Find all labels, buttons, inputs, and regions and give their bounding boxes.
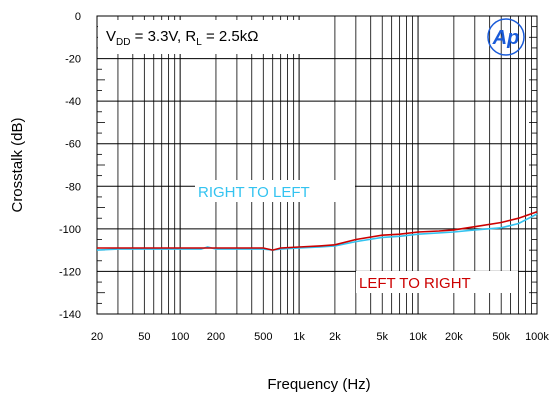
vdd-subscript: DD [116,37,130,48]
conditions-label: VDD = 3.3V, RL = 2.5kΩ [106,28,258,48]
x-tick-label: 5k [376,331,388,343]
rl-value: = 2.5kΩ [202,28,259,45]
x-tick-label: 200 [207,331,225,343]
rl-subscript: L [196,37,202,48]
x-tick-label: 20k [445,331,463,343]
annotation-right-to-left: RIGHT TO LEFT [198,184,310,201]
series-line-left-to-right [97,211,538,251]
y-tick-label: -40 [65,96,81,108]
x-tick-label: 50 [138,331,150,343]
grid [97,16,537,314]
x-tick-label: 50k [492,331,510,343]
y-tick-label: 0 [75,11,81,23]
annotation-bg [356,271,518,293]
y-tick-label: -20 [65,54,81,66]
y-tick-label: -60 [65,139,81,151]
series-line-right-to-left [96,213,538,251]
ap-logo-text: Ap [492,27,520,49]
annotation-left-to-right: LEFT TO RIGHT [359,275,471,292]
x-tick-label: 10k [409,331,427,343]
y-tick-label: -80 [65,181,81,193]
y-axis-label: Crosstalk (dB) [9,117,26,212]
x-tick-label: 20 [91,331,103,343]
ap-logo: Ap [487,18,525,56]
vdd-value: = 3.3V, [130,28,185,45]
x-ticks: 20 50 100 200 500 1k 2k 5k 10k 20k 50k 100k [91,331,550,343]
conditions-box: VDD = 3.3V, RL = 2.5kΩ [98,20,331,54]
y-tick-label: -120 [59,266,81,278]
y-tick-label: -100 [59,224,81,236]
plot-frame [96,15,538,315]
x-axis-label: Frequency (Hz) [267,376,370,393]
rl-symbol: R [185,28,196,45]
x-tick-label: 1k [293,331,305,343]
x-tick-label: 2k [329,331,341,343]
series [96,211,538,251]
annotation-bg [195,180,355,202]
x-tick-label: 100 [171,331,189,343]
y-tick-label: -140 [59,309,81,321]
x-tick-label: 500 [254,331,272,343]
annotations: RIGHT TO LEFT LEFT TO RIGHT [195,180,518,293]
y-ticks: 0 -20 -40 -60 -80 -100 -120 -140 [59,11,81,321]
vdd-symbol: V [106,28,116,45]
x-tick-label: 100k [525,331,549,343]
